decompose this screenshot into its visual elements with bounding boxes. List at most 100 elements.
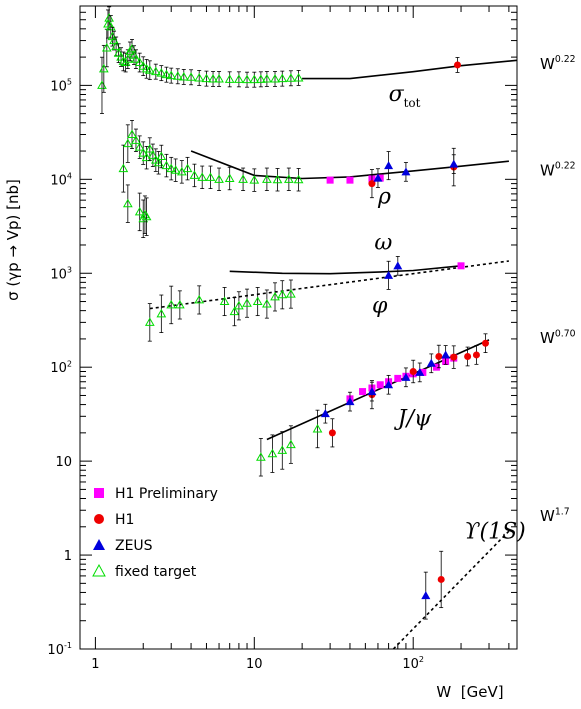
point-h1 — [328, 429, 336, 437]
point-zeus — [384, 161, 394, 170]
point-fixed-target — [141, 152, 152, 162]
point-fixed-target — [242, 298, 252, 307]
point-fixed-target — [272, 174, 283, 184]
point-fixed-target — [262, 174, 272, 183]
point-fixed-target — [249, 175, 260, 184]
legend-marker — [92, 563, 106, 577]
point-fixed-target — [286, 73, 296, 82]
point-h1-preliminary — [432, 363, 440, 371]
point-fixed-target — [293, 72, 304, 82]
point-fixed-target — [286, 289, 296, 298]
point-fixed-target — [111, 41, 121, 50]
fit-curve-phi — [149, 260, 510, 310]
point-fixed-target — [178, 71, 189, 81]
point-zeus — [345, 397, 355, 406]
point-fixed-target — [270, 73, 280, 83]
point-h1 — [453, 61, 461, 69]
point-fixed-target — [256, 452, 266, 461]
point-fixed-target — [224, 173, 235, 183]
point-fixed-target — [182, 163, 193, 173]
point-fixed-target — [141, 211, 152, 221]
point-fixed-target — [219, 296, 230, 306]
point-fixed-target — [134, 142, 145, 151]
x-tick-label: 1 — [91, 657, 99, 672]
point-zeus — [415, 367, 425, 376]
curve-label: σtot — [389, 82, 421, 110]
point-fixed-target — [234, 300, 244, 310]
point-fixed-target — [122, 138, 133, 148]
point-zeus — [426, 358, 436, 367]
point-zeus — [441, 350, 451, 359]
point-fixed-target — [293, 174, 304, 184]
fit-curve-rho — [190, 150, 509, 180]
point-fixed-target — [170, 165, 181, 174]
y-tick-label: 102 — [50, 359, 72, 376]
point-fixed-target — [238, 174, 248, 183]
point-h1-preliminary — [326, 176, 334, 184]
point-fixed-target — [153, 157, 164, 167]
point-fixed-target — [174, 299, 185, 309]
point-fixed-target — [166, 163, 177, 173]
point-fixed-target — [249, 74, 260, 84]
point-fixed-target — [148, 150, 158, 159]
point-fixed-target — [262, 73, 272, 83]
point-zeus — [367, 387, 377, 396]
point-fixed-target — [189, 170, 200, 179]
point-zeus — [401, 372, 411, 381]
point-fixed-target — [277, 73, 288, 83]
legend-marker — [93, 539, 105, 550]
point-fixed-target — [98, 63, 109, 73]
point-fixed-target — [166, 70, 177, 80]
point-fixed-target — [208, 73, 218, 83]
point-fixed-target — [197, 172, 208, 181]
point-h1-preliminary — [359, 388, 367, 396]
point-fixed-target — [156, 151, 167, 160]
point-fixed-target — [144, 317, 155, 326]
fit-curve-upsilon — [392, 530, 510, 650]
curve-label: ϒ(1S) — [464, 520, 525, 545]
point-h1 — [472, 351, 480, 359]
point-fixed-target — [134, 57, 145, 67]
x-tick-label: 10 — [246, 657, 263, 672]
point-h1 — [464, 352, 472, 360]
y-tick-label: 10-1 — [47, 641, 72, 658]
point-fixed-target — [144, 65, 155, 74]
point-h1-preliminary — [346, 176, 354, 184]
point-fixed-target — [134, 206, 145, 216]
point-h1 — [435, 352, 443, 360]
point-zeus — [401, 167, 411, 176]
point-fixed-target — [138, 148, 149, 157]
point-fixed-target — [118, 163, 129, 173]
point-fixed-target — [138, 61, 149, 70]
point-fixed-target — [113, 48, 124, 57]
point-fixed-target — [234, 74, 244, 83]
point-fixed-target — [186, 72, 196, 81]
point-fixed-target — [312, 423, 323, 433]
curve-label: ω — [374, 230, 392, 255]
point-fixed-target — [256, 74, 266, 83]
point-fixed-target — [277, 445, 288, 454]
legend-label: fixed target — [115, 564, 197, 580]
point-fixed-target — [127, 129, 137, 139]
point-fixed-target — [267, 448, 278, 458]
legend-label: ZEUS — [115, 538, 153, 554]
point-fixed-target — [214, 174, 224, 183]
y-axis-label: σ (γp → Vp) [nb] — [4, 179, 22, 301]
point-zeus — [373, 173, 383, 182]
point-fixed-target — [286, 439, 296, 449]
point-fixed-target — [161, 160, 172, 170]
point-fixed-target — [194, 72, 205, 82]
point-fixed-target — [277, 289, 288, 299]
point-fixed-target — [224, 74, 235, 83]
power-law-label: W0.70 — [540, 328, 576, 347]
x-axis-label: W [GeV] — [436, 683, 503, 701]
y-tick-label: 105 — [50, 78, 72, 95]
point-fixed-target — [144, 144, 155, 153]
point-fixed-target — [214, 73, 224, 83]
legend-marker — [94, 514, 104, 524]
power-law-label: W0.22 — [540, 161, 576, 180]
point-zeus — [449, 159, 459, 168]
point-fixed-target — [205, 172, 216, 181]
point-fixed-target — [252, 296, 263, 306]
fit-curve-omega — [229, 265, 462, 275]
